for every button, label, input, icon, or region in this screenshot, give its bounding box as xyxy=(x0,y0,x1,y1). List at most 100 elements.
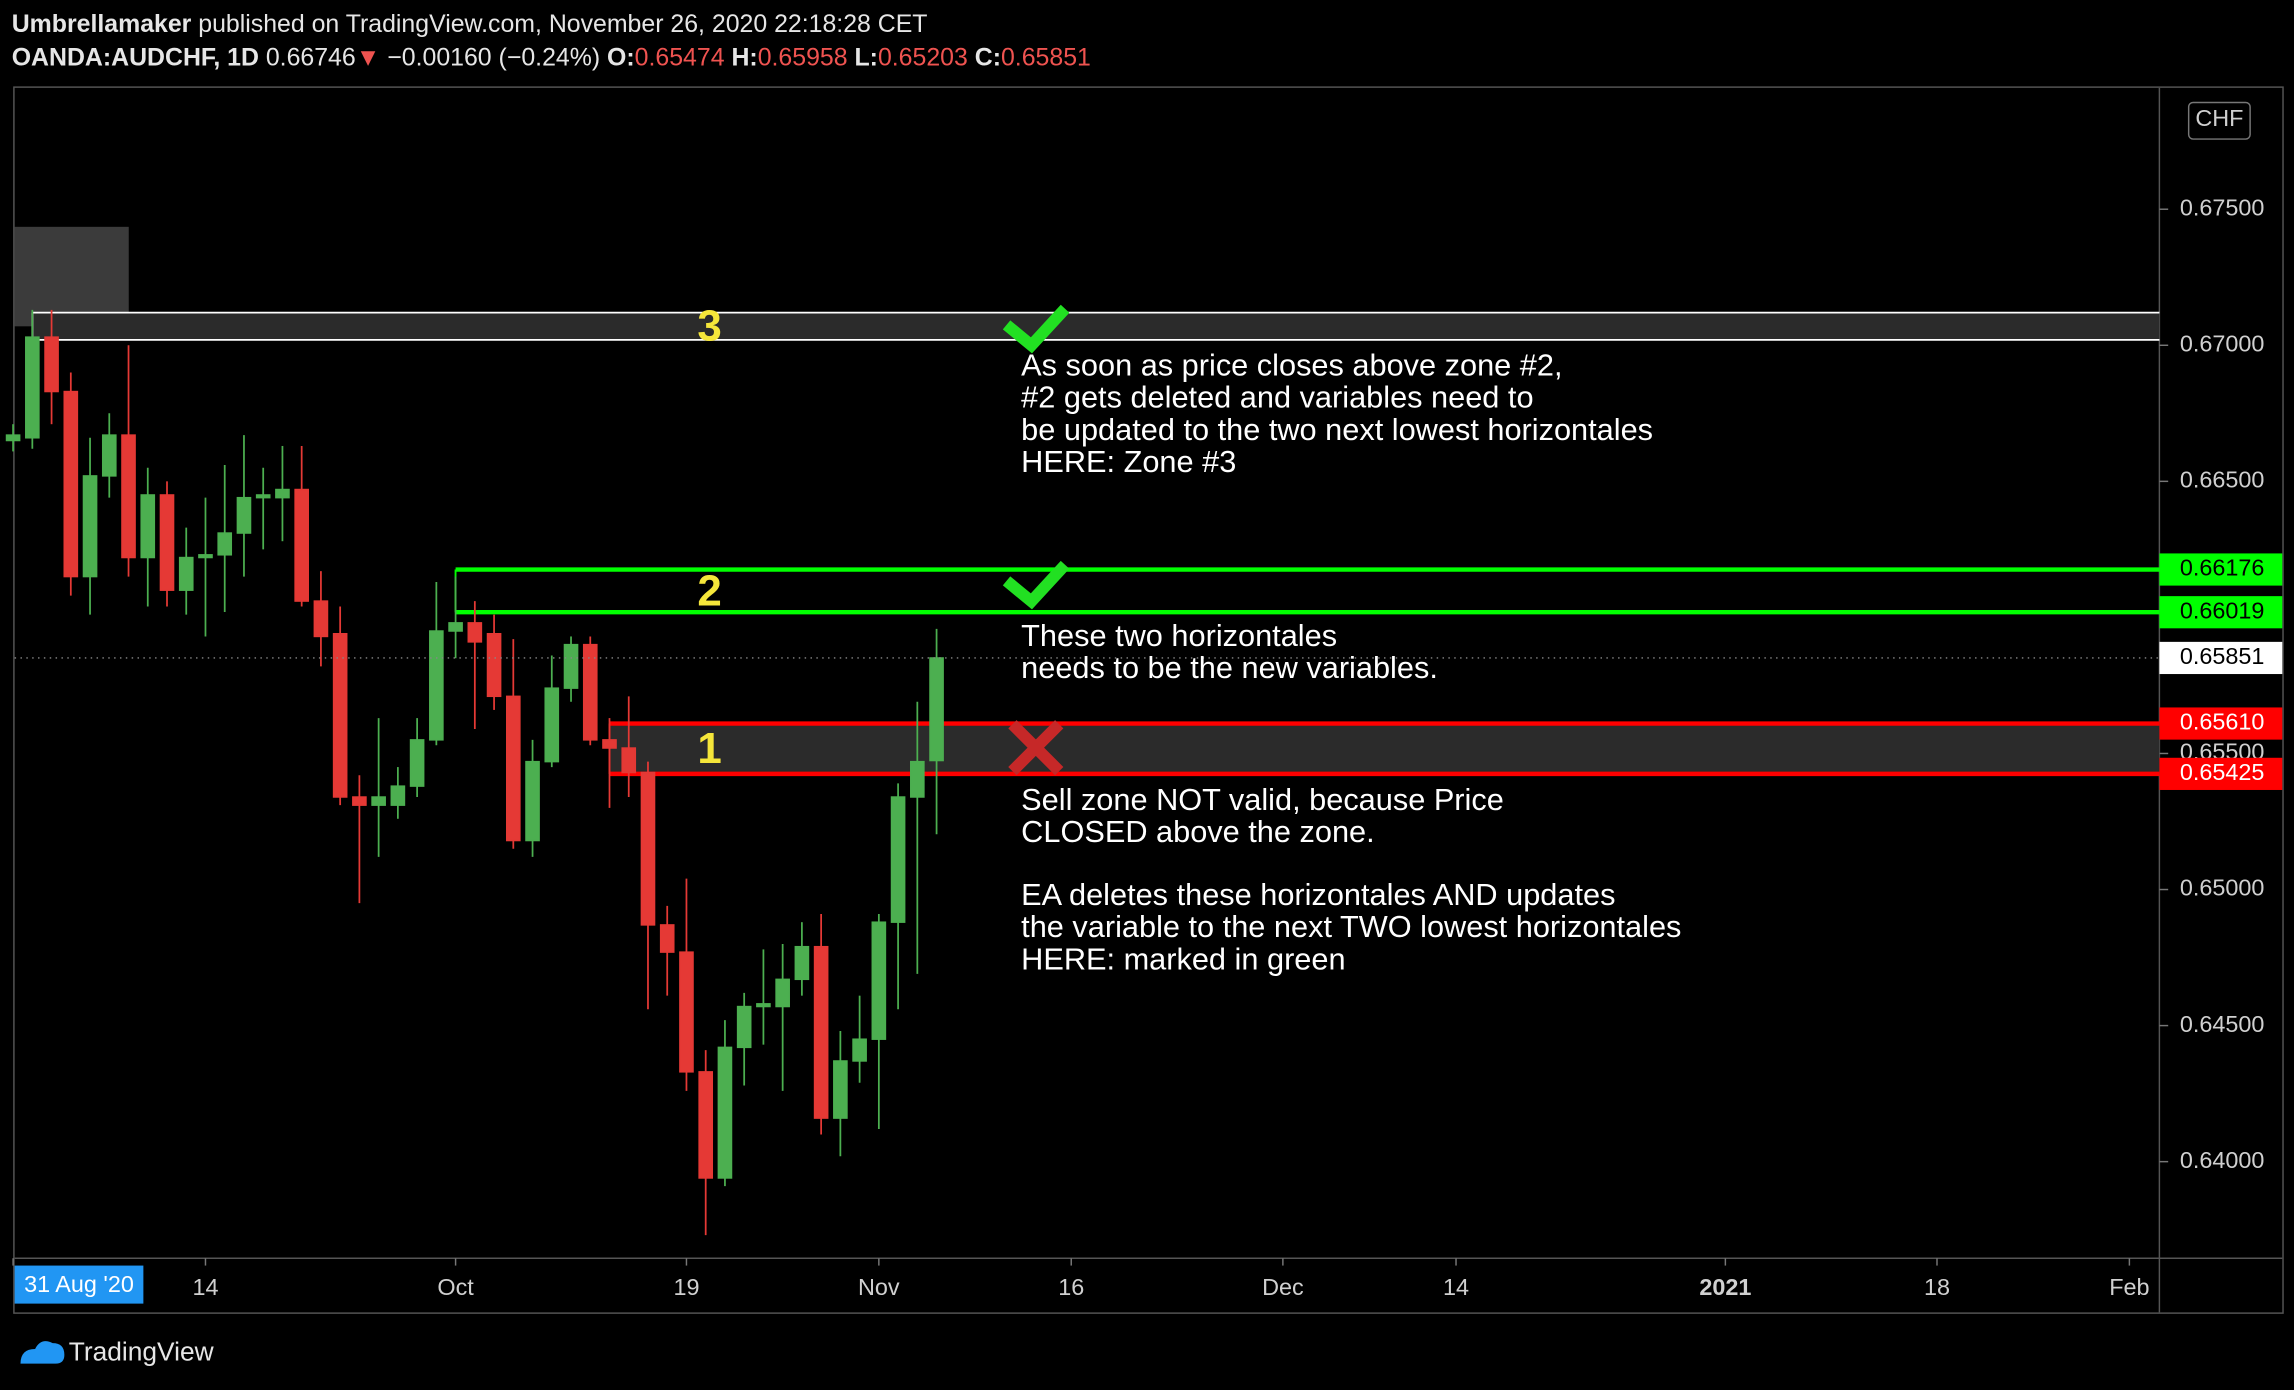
candle-body xyxy=(659,924,675,953)
level-label: 0.65610 xyxy=(2180,709,2265,735)
brand: TradingView xyxy=(69,1336,215,1366)
y-tick-label: 0.67500 xyxy=(2180,194,2265,220)
candle-body xyxy=(602,739,617,749)
candle-body xyxy=(294,488,309,602)
plot: 0.640000.645000.650000.655000.660000.665… xyxy=(5,194,2283,1304)
annotation-line: HERE: Zone #3 xyxy=(1021,444,1236,479)
date-box xyxy=(14,1265,144,1304)
candle-body xyxy=(82,475,98,578)
check-icon xyxy=(1002,560,1070,610)
candle-body xyxy=(910,760,925,798)
frame xyxy=(13,86,2284,1314)
candle-body xyxy=(121,434,136,559)
candle-body xyxy=(352,796,367,806)
annotation-line: be updated to the two next lowest horizo… xyxy=(1021,412,1653,447)
highlight-box xyxy=(14,226,129,327)
candle-body xyxy=(255,494,271,499)
candle-body xyxy=(390,785,406,806)
candle-body xyxy=(159,494,175,591)
y-tick-label: 0.67000 xyxy=(2180,330,2265,356)
candle-body xyxy=(236,496,252,534)
y-tick-label: 0.64500 xyxy=(2180,1011,2265,1037)
candle-body xyxy=(621,747,637,774)
x-tick-label: 14 xyxy=(1443,1274,1469,1300)
x-tick-label: 16 xyxy=(1058,1274,1084,1300)
annotation-line: EA deletes these horizontales AND update… xyxy=(1021,877,1615,912)
x-tick-label: 18 xyxy=(1924,1274,1950,1300)
high-label: H: xyxy=(731,43,757,71)
candle-body xyxy=(467,622,483,643)
candle-body xyxy=(698,1071,714,1179)
candle-body xyxy=(275,488,290,499)
candle-body xyxy=(775,978,790,1008)
author: Umbrellamaker xyxy=(12,10,192,38)
close-label: C: xyxy=(975,43,1001,71)
currency-box xyxy=(2187,101,2251,140)
publish-line: Umbrellamaker published on TradingView.c… xyxy=(12,10,928,38)
annotation-line: #2 gets deleted and variables need to xyxy=(1021,380,1533,415)
candle-body xyxy=(25,336,40,439)
zone-fill xyxy=(32,312,2160,340)
symbol: OANDA:AUDCHF, 1D xyxy=(12,43,259,71)
zone-number: 2 xyxy=(697,566,721,615)
candle-body xyxy=(563,643,579,689)
x-tick-label: Oct xyxy=(437,1274,474,1300)
level-box xyxy=(2159,707,2283,740)
candle-body xyxy=(178,556,194,591)
logo xyxy=(20,1341,65,1364)
candle-body xyxy=(833,1060,848,1119)
candle-body xyxy=(679,951,694,1073)
y-tick-label: 0.65000 xyxy=(2180,875,2265,901)
zone-fill xyxy=(609,723,2160,774)
level-label: 0.66176 xyxy=(2180,555,2265,581)
close-value: 0.65851 xyxy=(1001,43,1091,71)
candle-body xyxy=(871,921,887,1040)
candle-body xyxy=(640,771,656,926)
candle-body xyxy=(140,494,156,559)
last-price-box xyxy=(2159,641,2283,675)
price: 0.66746 xyxy=(266,43,356,71)
x-tick-label: Feb xyxy=(2109,1274,2149,1300)
y-tick-label: 0.64000 xyxy=(2180,1147,2265,1173)
zone-number: 1 xyxy=(697,724,721,773)
candle-body xyxy=(101,434,117,477)
last-price-label: 0.65851 xyxy=(2180,643,2265,669)
candle-body xyxy=(198,554,213,559)
candle-body xyxy=(736,1005,752,1049)
candle-body xyxy=(486,633,502,698)
x-tick-label: 31 Aug '20 xyxy=(24,1271,134,1297)
x-tick-label: 2021 xyxy=(1699,1274,1751,1300)
candle-body xyxy=(332,633,348,798)
change: −0.00160 (−0.24%) xyxy=(387,43,600,71)
x-tick-label: 19 xyxy=(673,1274,699,1300)
open-label: O: xyxy=(607,43,635,71)
level-label: 0.66019 xyxy=(2180,597,2265,623)
annotation-line: the variable to the next TWO lowest hori… xyxy=(1021,909,1681,944)
annotation-line: As soon as price closes above zone #2, xyxy=(1021,347,1562,382)
currency: CHF xyxy=(2195,105,2243,131)
candle-body xyxy=(852,1038,867,1062)
low-value: 0.65203 xyxy=(878,43,968,71)
published: published on TradingView.com, November 2… xyxy=(198,10,927,38)
annotation-line: needs to be the new variables. xyxy=(1021,650,1438,685)
high-value: 0.65958 xyxy=(758,43,848,71)
annotation-line: HERE: marked in green xyxy=(1021,941,1345,976)
candle-body xyxy=(44,336,59,393)
check-icon xyxy=(1002,304,1070,354)
open-value: 0.65474 xyxy=(635,43,725,71)
candle-body xyxy=(217,532,233,556)
candle-body xyxy=(582,643,598,741)
candle-body xyxy=(63,390,79,578)
candle-body xyxy=(448,622,463,632)
candle-body xyxy=(429,630,444,741)
candle-body xyxy=(544,687,560,763)
candle-body xyxy=(313,600,329,638)
annotation-line: CLOSED above the zone. xyxy=(1021,814,1374,849)
candle-body xyxy=(929,657,944,762)
candle-body xyxy=(409,739,425,787)
y-tick-label: 0.66500 xyxy=(2180,467,2265,493)
annotation-line: Sell zone NOT valid, because Price xyxy=(1021,782,1504,817)
